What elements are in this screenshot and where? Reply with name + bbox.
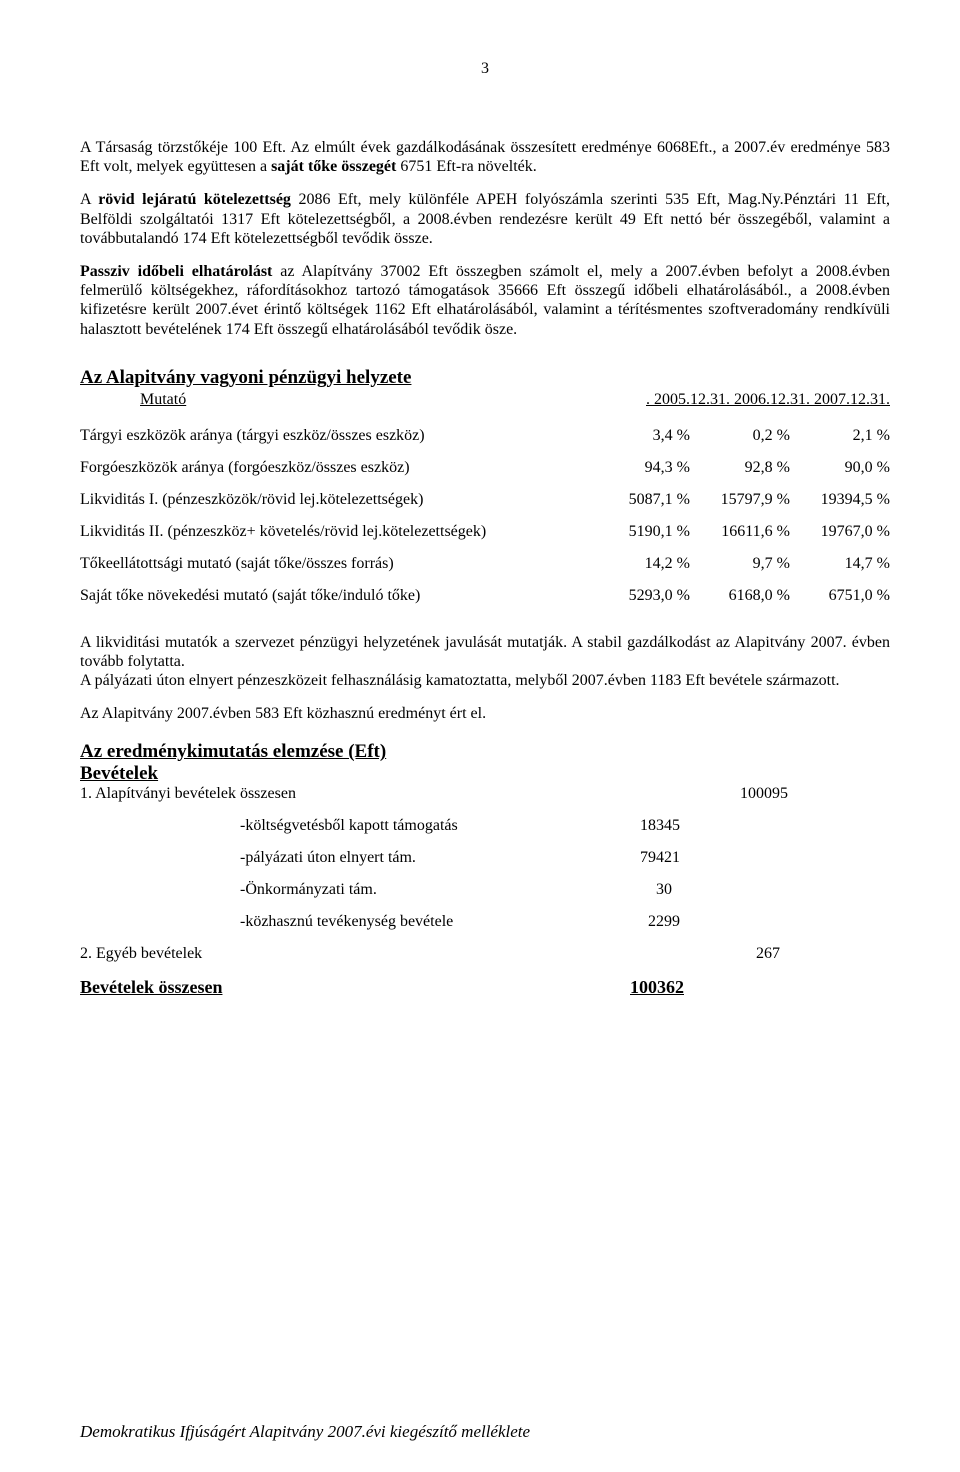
income-sub-row: -közhasznú tevékenység bevétele 2299 <box>80 913 890 931</box>
document-page: 3 A Társaság törzstőkéje 100 Eft. Az elm… <box>0 0 960 1472</box>
income-val: 100095 <box>740 785 890 803</box>
ratio-val: 14,7 % <box>790 555 890 573</box>
para3-bold: Passziv időbeli elhatárolást <box>80 263 272 280</box>
ratio-val: 2,1 % <box>790 427 890 445</box>
ratio-desc: Saját tőke növekedési mutató (saját tőke… <box>80 587 590 605</box>
ratio-val: 6751,0 % <box>790 587 890 605</box>
total-row: Bevételek összesen 100362 <box>80 977 890 998</box>
ratio-val: 92,8 % <box>690 459 790 477</box>
section-income-title: Az eredménykimutatás elemzése (Eft) <box>80 741 890 763</box>
income-val: 267 <box>740 945 890 963</box>
para1-bold: saját tőke összegét <box>271 158 396 175</box>
income-sub-desc: -Önkormányzati tám. <box>80 881 640 899</box>
income-row: 1. Alapítványi bevételek összesen 100095 <box>80 785 890 803</box>
paragraph-4: A likviditási mutatók a szervezet pénzüg… <box>80 633 890 671</box>
ratio-row: Forgóeszközök aránya (forgóeszköz/összes… <box>80 459 890 477</box>
income-desc: 2. Egyéb bevételek <box>80 945 740 963</box>
income-subtitle: Bevételek <box>80 763 890 785</box>
income-desc: 1. Alapítványi bevételek összesen <box>80 785 740 803</box>
total-val: 100362 <box>630 977 890 998</box>
page-number: 3 <box>80 60 890 78</box>
income-row: 2. Egyéb bevételek 267 <box>80 945 890 963</box>
ratio-val: 94,3 % <box>590 459 690 477</box>
ratio-val: 16611,6 % <box>690 523 790 541</box>
income-sub-row: -költségvetésből kapott támogatás 18345 <box>80 817 890 835</box>
income-sub-desc: -közhasznú tevékenység bevétele <box>80 913 640 931</box>
income-sub-row: -pályázati úton elnyert tám. 79421 <box>80 849 890 867</box>
total-desc: Bevételek összesen <box>80 977 630 998</box>
income-sub-desc: -pályázati úton elnyert tám. <box>80 849 640 867</box>
ratio-val: 5190,1 % <box>590 523 690 541</box>
ratio-row: Likviditás II. (pénzeszköz+ követelés/rö… <box>80 523 890 541</box>
income-sub-val: 2299 <box>640 913 890 931</box>
mutato-header: Mutató . 2005.12.31. 2006.12.31. 2007.12… <box>80 391 890 409</box>
ratio-val: 19394,5 % <box>790 491 890 509</box>
ratio-val: 15797,9 % <box>690 491 790 509</box>
ratio-desc: Tárgyi eszközök aránya (tárgyi eszköz/ös… <box>80 427 590 445</box>
income-sub-row: -Önkormányzati tám. 30 <box>80 881 890 899</box>
ratio-val: 3,4 % <box>590 427 690 445</box>
mutato-label: Mutató <box>80 391 186 409</box>
ratio-desc: Likviditás I. (pénzeszközök/rövid lej.kö… <box>80 491 590 509</box>
ratio-row: Tőkeellátottsági mutató (saját tőke/össz… <box>80 555 890 573</box>
para2-text-a: A <box>80 191 98 208</box>
paragraph-5: A pályázati úton elnyert pénzeszközeit f… <box>80 671 890 690</box>
income-sub-val: 30 <box>640 881 890 899</box>
para2-bold: rövid lejáratú kötelezettség <box>98 191 291 208</box>
paragraph-2: A rövid lejáratú kötelezettség 2086 Eft,… <box>80 190 890 248</box>
ratio-val: 5293,0 % <box>590 587 690 605</box>
ratio-desc: Forgóeszközök aránya (forgóeszköz/összes… <box>80 459 590 477</box>
paragraph-3: Passziv időbeli elhatárolást az Alapítvá… <box>80 262 890 339</box>
page-footer: Demokratikus Ifjúságért Alapitvány 2007.… <box>80 1422 530 1442</box>
ratio-val: 5087,1 % <box>590 491 690 509</box>
paragraph-1: A Társaság törzstőkéje 100 Eft. Az elmúl… <box>80 138 890 176</box>
ratio-desc: Likviditás II. (pénzeszköz+ követelés/rö… <box>80 523 590 541</box>
income-sub-desc: -költségvetésből kapott támogatás <box>80 817 640 835</box>
section-financial-title: Az Alapitvány vagyoni pénzügyi helyzete <box>80 367 890 389</box>
ratio-val: 14,2 % <box>590 555 690 573</box>
para1-text-c: 6751 Eft-ra növelték. <box>396 158 536 175</box>
ratio-val: 19767,0 % <box>790 523 890 541</box>
ratio-val: 90,0 % <box>790 459 890 477</box>
ratio-val: 9,7 % <box>690 555 790 573</box>
income-sub-val: 79421 <box>640 849 890 867</box>
ratio-row: Tárgyi eszközök aránya (tárgyi eszköz/ös… <box>80 427 890 445</box>
income-sub-val: 18345 <box>640 817 890 835</box>
ratio-val: 0,2 % <box>690 427 790 445</box>
ratio-val: 6168,0 % <box>690 587 790 605</box>
paragraph-6: Az Alapitvány 2007.évben 583 Eft közhasz… <box>80 704 890 723</box>
ratio-desc: Tőkeellátottsági mutató (saját tőke/össz… <box>80 555 590 573</box>
ratio-row: Saját tőke növekedési mutató (saját tőke… <box>80 587 890 605</box>
ratio-row: Likviditás I. (pénzeszközök/rövid lej.kö… <box>80 491 890 509</box>
mutato-dates: . 2005.12.31. 2006.12.31. 2007.12.31. <box>646 391 890 409</box>
